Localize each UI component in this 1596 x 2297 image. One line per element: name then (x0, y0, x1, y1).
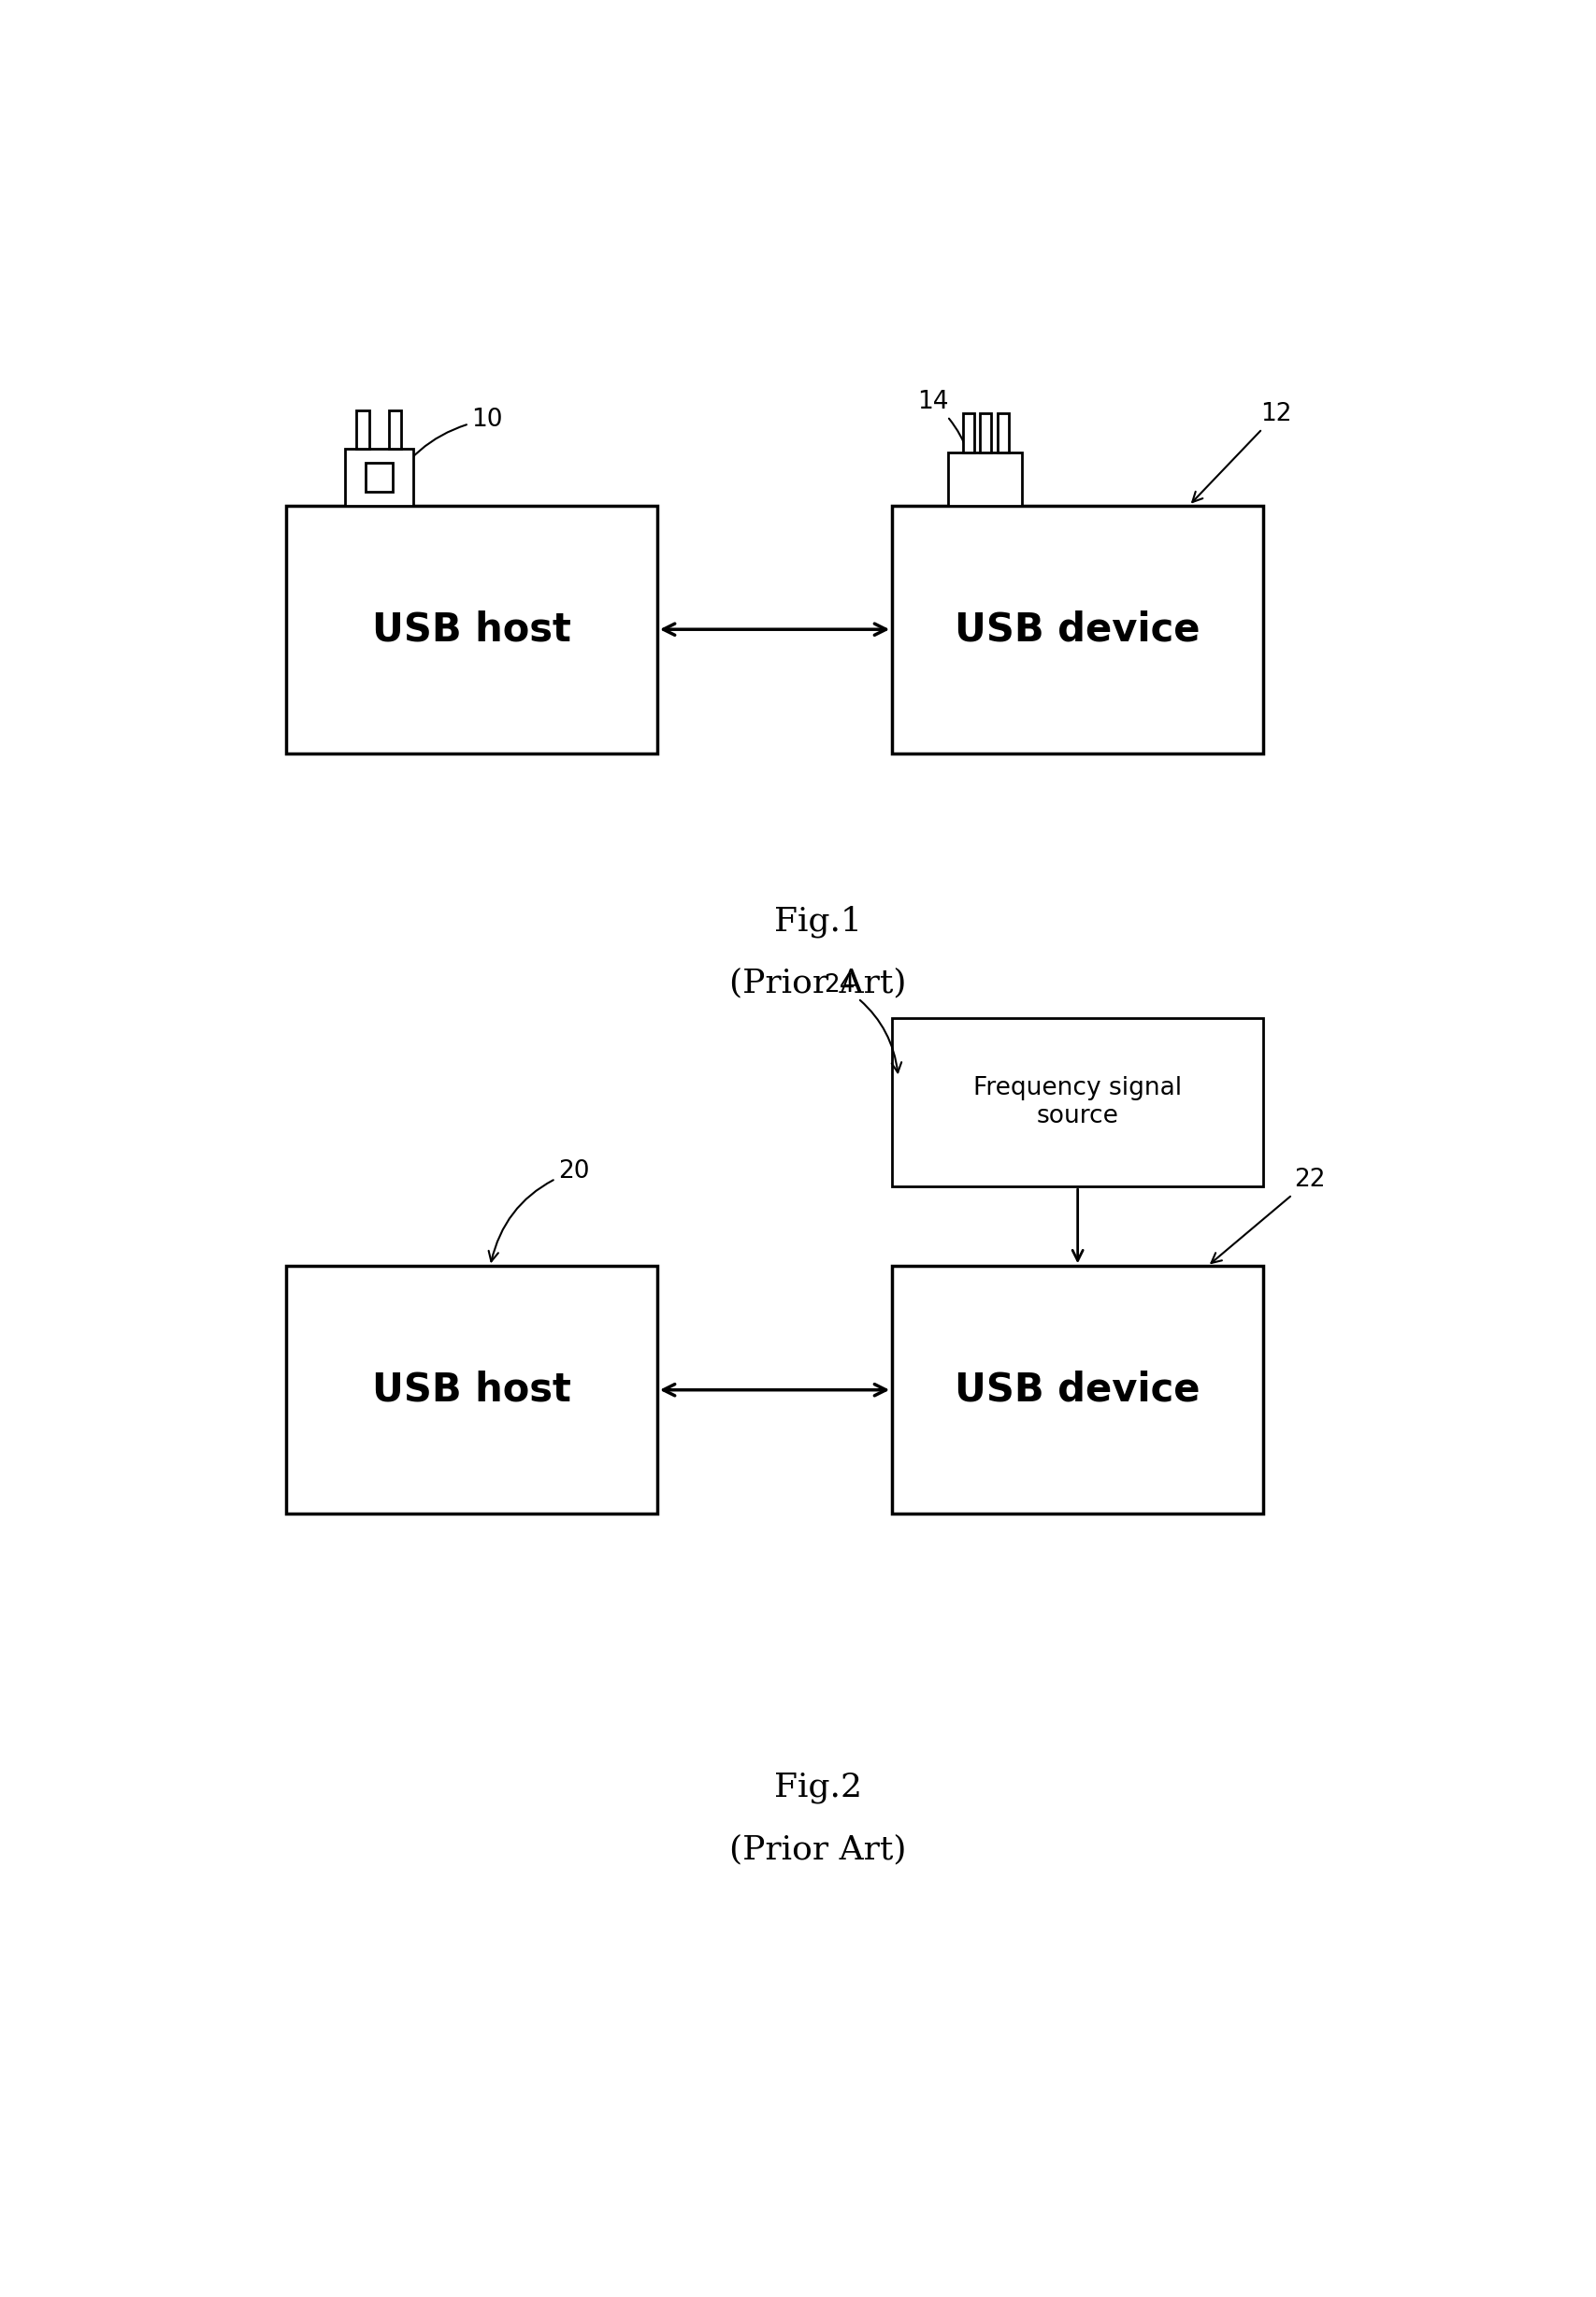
Text: 10: 10 (388, 407, 503, 492)
Bar (345, 448, 413, 505)
Text: 14: 14 (916, 390, 978, 492)
Bar (980, 413, 991, 453)
Text: 24: 24 (824, 974, 902, 1073)
Text: USB device: USB device (954, 609, 1200, 650)
Text: Fig.1: Fig.1 (774, 905, 862, 937)
Bar (892, 505, 1264, 753)
Text: USB device: USB device (954, 1371, 1200, 1410)
Bar (998, 413, 1009, 453)
Text: USB host: USB host (372, 609, 571, 650)
Bar (356, 411, 369, 448)
Bar (948, 453, 1021, 505)
Text: Frequency signal
source: Frequency signal source (974, 1077, 1183, 1128)
Text: (Prior Art): (Prior Art) (729, 967, 907, 999)
Text: USB host: USB host (372, 1371, 571, 1410)
Text: 12: 12 (1192, 402, 1293, 503)
Bar (286, 1266, 658, 1514)
Bar (892, 1266, 1264, 1514)
Bar (389, 411, 401, 448)
Bar (286, 505, 658, 753)
Bar (892, 1018, 1264, 1188)
Bar (365, 464, 393, 492)
Bar (962, 413, 974, 453)
Text: 22: 22 (1211, 1167, 1326, 1263)
Text: Fig.2: Fig.2 (774, 1771, 862, 1803)
Text: 20: 20 (488, 1160, 589, 1261)
Text: (Prior Art): (Prior Art) (729, 1833, 907, 1865)
